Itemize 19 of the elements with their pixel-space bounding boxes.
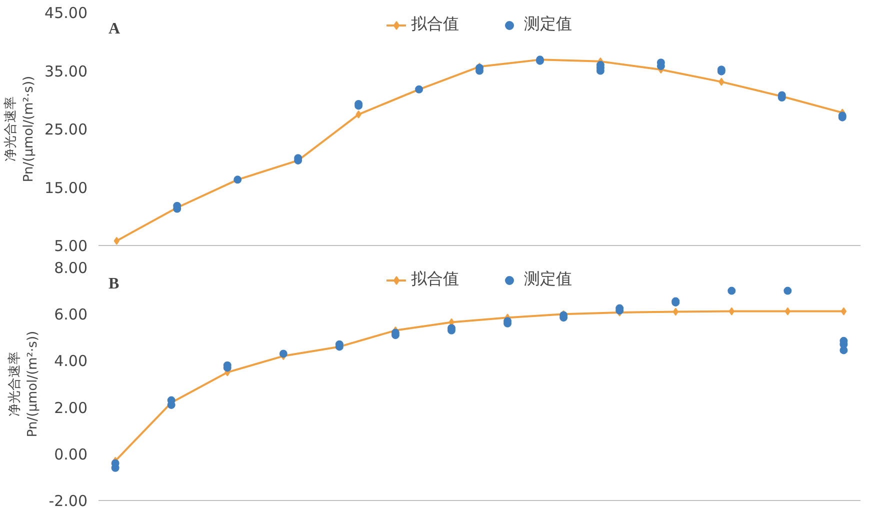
y-axis-title: 净光合速率 Pn/(μmol/(m²·s)) bbox=[6, 330, 41, 438]
legend-label: 拟合值 bbox=[411, 269, 459, 290]
y-tick-label: 35.00 bbox=[44, 62, 88, 80]
y-tick-label: 15.00 bbox=[44, 178, 88, 197]
legend-label: 测定值 bbox=[524, 269, 572, 290]
y-tick-label: 8.00 bbox=[54, 259, 88, 277]
y-tick-label: 45.00 bbox=[44, 4, 88, 22]
y-tick-label: 0.00 bbox=[54, 445, 88, 464]
legend-label: 测定值 bbox=[524, 14, 572, 35]
y-tick-label: 2.00 bbox=[54, 398, 88, 417]
y-tick-label: -2.00 bbox=[48, 492, 88, 510]
annotation: A bbox=[108, 20, 120, 38]
y-axis-title: 净光合速率 Pn/(μmol/(m²·s)) bbox=[2, 76, 37, 182]
y-tick-label: 4.00 bbox=[54, 352, 88, 370]
y-tick-label: 25.00 bbox=[44, 120, 88, 138]
annotation: B bbox=[108, 276, 120, 292]
legend-label: 拟合值 bbox=[411, 14, 459, 35]
y-tick-label: 6.00 bbox=[54, 306, 88, 324]
y-tick-label: 5.00 bbox=[54, 237, 88, 255]
